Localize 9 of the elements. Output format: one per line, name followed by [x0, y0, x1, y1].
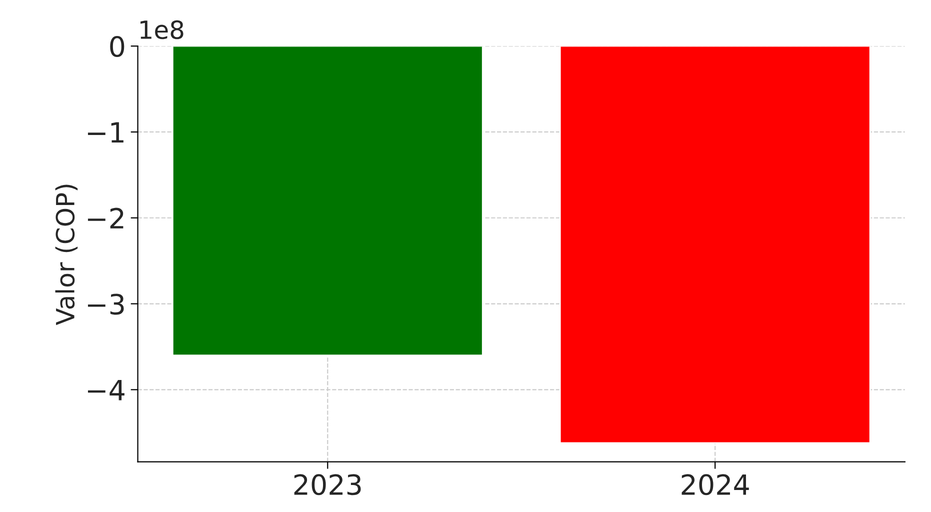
- x-tick-label: 2024: [682, 474, 749, 496]
- y-tick-label: −2: [88, 208, 124, 228]
- y-tick-label: 0: [110, 36, 124, 58]
- y-axis-title: Valor (COP): [55, 184, 78, 326]
- y-tick-label: −3: [88, 294, 124, 315]
- text: 1e8: [140, 20, 184, 40]
- y-tick-label: −1: [88, 122, 124, 143]
- y-tick-label: −4: [88, 380, 124, 400]
- x-tick-label: 2023: [294, 474, 361, 496]
